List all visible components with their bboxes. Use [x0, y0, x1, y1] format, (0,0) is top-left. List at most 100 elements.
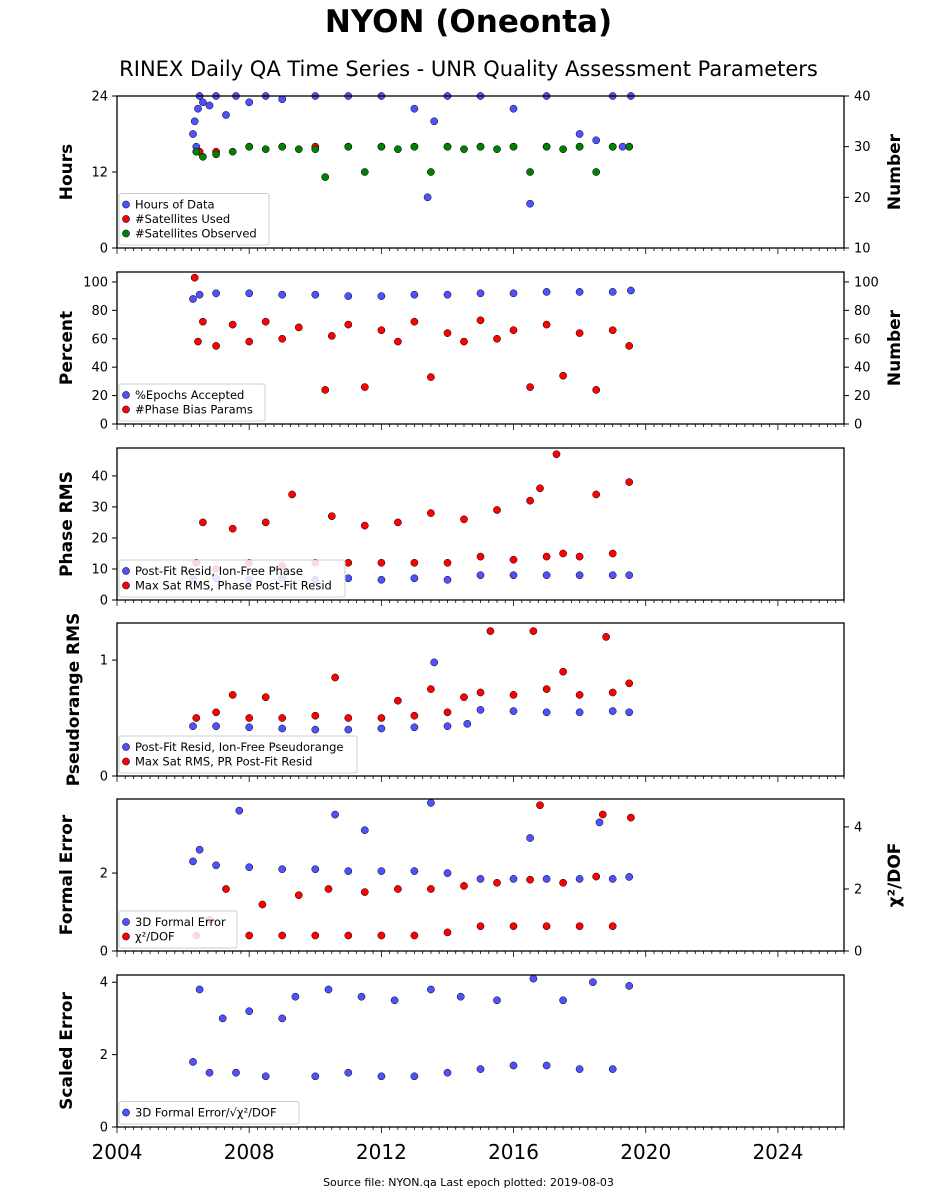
data-point	[627, 813, 635, 822]
data-point	[360, 168, 369, 176]
data-point	[294, 891, 303, 900]
data-point	[509, 571, 518, 580]
legend-marker	[122, 757, 130, 766]
legend-box	[118, 193, 270, 246]
data-point	[278, 290, 287, 299]
data-point	[575, 708, 584, 717]
data-point	[311, 725, 320, 734]
y-tick-label: 40	[91, 361, 108, 376]
data-point	[278, 95, 287, 104]
data-point	[625, 679, 634, 688]
data-point	[344, 558, 353, 567]
legend-label: #Phase Bias Params	[135, 403, 253, 417]
data-point	[199, 152, 207, 161]
series-4-2	[192, 627, 634, 722]
data-point	[311, 1072, 320, 1081]
data-point	[212, 708, 220, 717]
data-point	[245, 714, 254, 722]
data-point	[460, 693, 468, 702]
data-point	[509, 922, 518, 931]
series-2-1	[189, 286, 635, 303]
data-point	[357, 992, 366, 1001]
data-point	[394, 885, 402, 893]
data-point	[608, 549, 617, 558]
y2-tick-label: 100	[854, 275, 879, 290]
data-point	[589, 978, 597, 987]
data-point	[575, 691, 584, 699]
data-point	[294, 323, 303, 332]
y-tick-label: 20	[91, 389, 108, 404]
legend-box	[118, 559, 346, 598]
data-point	[493, 145, 501, 154]
series-1-1	[189, 92, 635, 208]
legend-label: Post-Fit Resid, Ion-Free Phase	[135, 564, 303, 578]
data-point	[476, 289, 485, 298]
data-point	[427, 509, 435, 517]
data-point	[261, 518, 270, 527]
data-point	[377, 714, 386, 722]
data-point	[377, 142, 386, 151]
data-point	[486, 627, 495, 635]
data-point	[430, 117, 439, 126]
data-point	[321, 173, 330, 181]
data-point	[278, 724, 287, 733]
data-point	[278, 334, 287, 343]
legend-marker	[122, 1108, 130, 1117]
y-tick-label: 24	[91, 90, 108, 105]
legend-marker	[122, 567, 130, 575]
y-tick-label: 0	[100, 242, 108, 257]
data-point	[618, 142, 627, 151]
legend-label: Post-Fit Resid, Ion-Free Pseudorange	[135, 740, 343, 754]
y2-tick-label: 40	[854, 361, 871, 376]
data-point	[526, 383, 534, 391]
data-point	[476, 571, 485, 580]
data-point	[278, 1014, 287, 1023]
data-point	[542, 1061, 551, 1070]
data-point	[509, 691, 518, 699]
data-point	[311, 145, 320, 154]
data-point	[245, 723, 254, 732]
legend-marker	[122, 932, 130, 941]
data-point	[291, 992, 300, 1001]
data-point	[559, 549, 567, 558]
data-point	[205, 101, 214, 110]
data-point	[394, 337, 402, 346]
data-point	[443, 329, 452, 337]
legend-box	[118, 383, 266, 422]
data-point	[245, 337, 254, 346]
data-point	[360, 826, 369, 835]
y-axis-label: Scaled Error	[57, 992, 77, 1110]
legend-marker	[122, 918, 130, 926]
data-point	[536, 484, 544, 493]
legend-box	[118, 910, 238, 949]
data-point	[245, 863, 254, 872]
data-point	[212, 342, 220, 350]
data-point	[189, 130, 197, 138]
data-point	[222, 111, 230, 119]
y2-tick-label: 10	[854, 242, 871, 257]
data-point	[542, 685, 551, 693]
y-tick-label: 0	[100, 945, 108, 960]
data-point	[195, 985, 204, 994]
legend-label: χ²/DOF	[135, 930, 175, 944]
y-tick-label: 10	[91, 562, 108, 577]
legend-marker	[122, 391, 130, 399]
y-tick-label: 100	[83, 275, 108, 290]
data-point	[552, 450, 561, 459]
data-point	[493, 506, 501, 514]
legend-label: #Satellites Observed	[135, 227, 257, 241]
y2-tick-label: 0	[854, 945, 862, 960]
data-point	[189, 722, 197, 731]
data-point	[592, 490, 601, 499]
data-point	[212, 722, 220, 731]
data-point	[344, 714, 353, 722]
y-tick-label: 60	[91, 332, 108, 347]
data-point	[625, 571, 634, 580]
data-point	[476, 922, 485, 931]
data-point	[443, 722, 452, 731]
data-point	[460, 337, 468, 346]
data-point	[360, 521, 369, 530]
data-point	[427, 685, 435, 693]
y2-axis-label: Number	[885, 133, 905, 210]
data-point	[228, 320, 237, 329]
